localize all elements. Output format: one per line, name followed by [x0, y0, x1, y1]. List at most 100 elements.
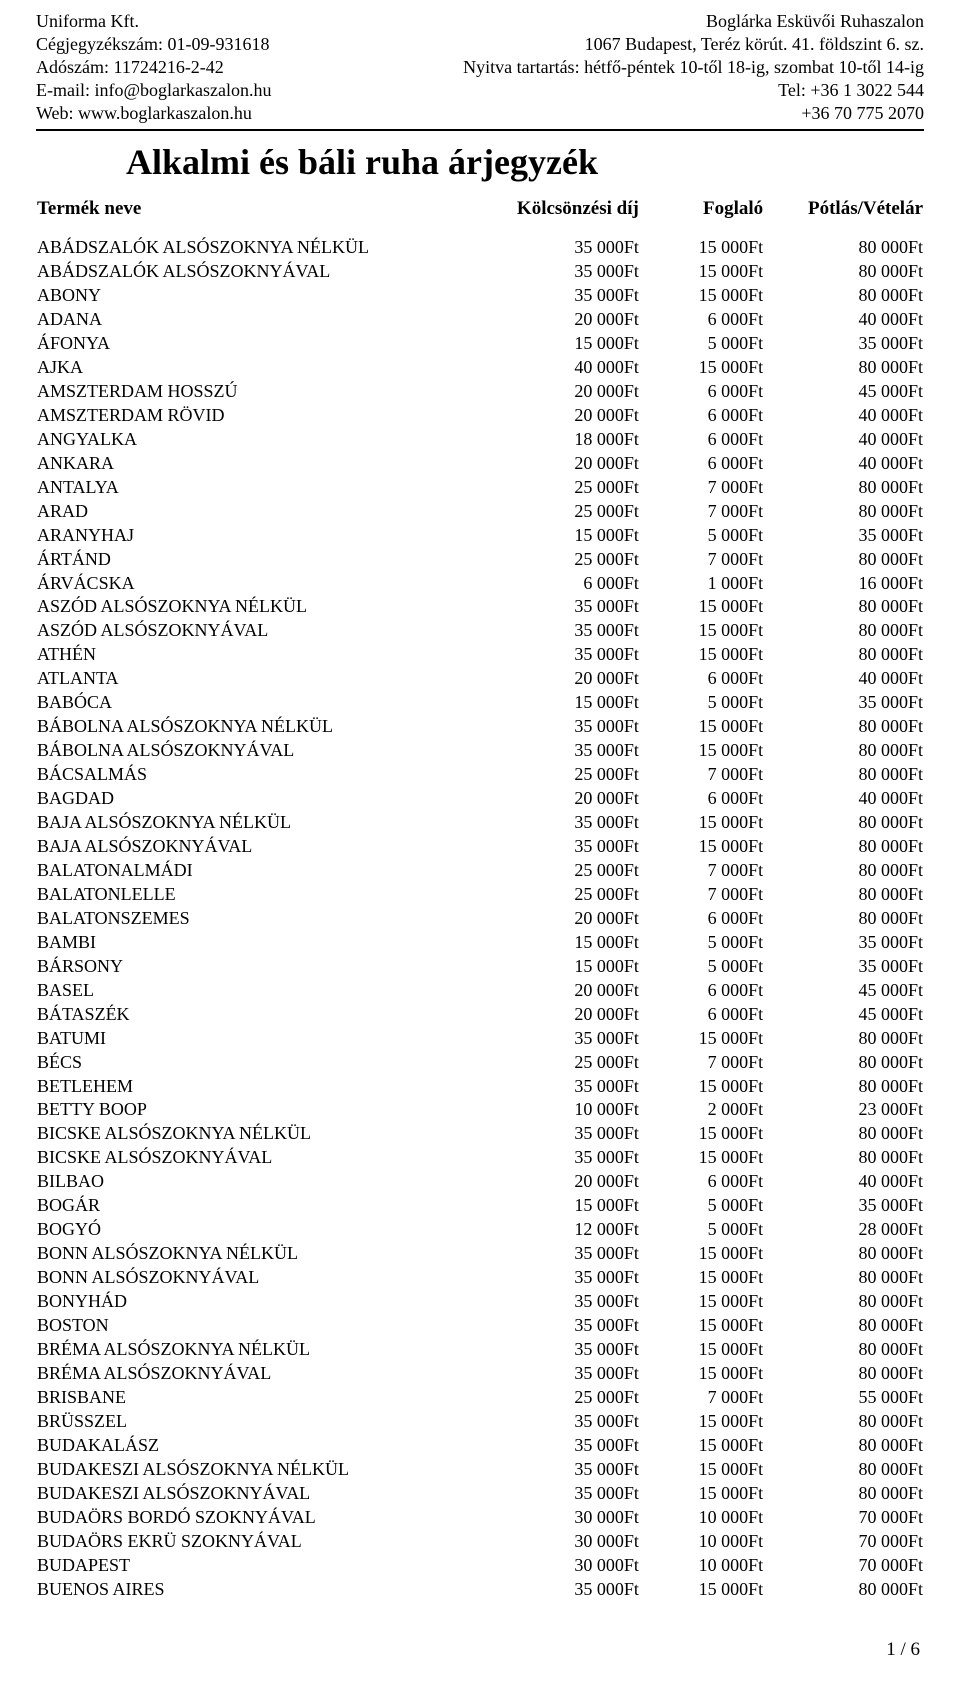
cell-name: ÁRTÁND	[36, 548, 498, 572]
cell-rent: 15 000Ft	[498, 691, 640, 715]
table-row: BRÉMA ALSÓSZOKNYÁVAL35 000Ft15 000Ft80 0…	[36, 1362, 924, 1386]
cell-deposit: 15 000Ft	[640, 1075, 764, 1099]
cell-deposit: 15 000Ft	[640, 739, 764, 763]
cell-deposit: 15 000Ft	[640, 1410, 764, 1434]
cell-price: 35 000Ft	[764, 332, 924, 356]
table-row: ANGYALKA18 000Ft6 000Ft40 000Ft	[36, 428, 924, 452]
table-row: BUDAKALÁSZ35 000Ft15 000Ft80 000Ft	[36, 1434, 924, 1458]
table-row: BÁRSONY15 000Ft5 000Ft35 000Ft	[36, 955, 924, 979]
cell-deposit: 7 000Ft	[640, 476, 764, 500]
cell-rent: 20 000Ft	[498, 979, 640, 1003]
col-name: Termék neve	[36, 197, 498, 236]
table-row: BÁTASZÉK20 000Ft6 000Ft45 000Ft	[36, 1003, 924, 1027]
cell-rent: 20 000Ft	[498, 667, 640, 691]
cell-name: ADANA	[36, 308, 498, 332]
cell-rent: 35 000Ft	[498, 1122, 640, 1146]
cell-name: BUDAPEST	[36, 1554, 498, 1578]
cell-deposit: 5 000Ft	[640, 332, 764, 356]
cell-name: BÁTASZÉK	[36, 1003, 498, 1027]
cell-deposit: 6 000Ft	[640, 667, 764, 691]
cell-deposit: 5 000Ft	[640, 524, 764, 548]
cell-name: BONYHÁD	[36, 1290, 498, 1314]
cell-price: 80 000Ft	[764, 236, 924, 260]
table-row: BONN ALSÓSZOKNYA NÉLKÜL35 000Ft15 000Ft8…	[36, 1242, 924, 1266]
cell-price: 80 000Ft	[764, 1314, 924, 1338]
cell-deposit: 15 000Ft	[640, 1338, 764, 1362]
cell-price: 80 000Ft	[764, 1075, 924, 1099]
cell-name: AMSZTERDAM HOSSZÚ	[36, 380, 498, 404]
cell-rent: 35 000Ft	[498, 1266, 640, 1290]
cell-deposit: 15 000Ft	[640, 1266, 764, 1290]
cell-name: BILBAO	[36, 1170, 498, 1194]
cell-deposit: 15 000Ft	[640, 1458, 764, 1482]
cell-rent: 20 000Ft	[498, 308, 640, 332]
cell-rent: 35 000Ft	[498, 1578, 640, 1602]
table-row: BICSKE ALSÓSZOKNYÁVAL35 000Ft15 000Ft80 …	[36, 1146, 924, 1170]
cell-deposit: 15 000Ft	[640, 1434, 764, 1458]
cell-rent: 35 000Ft	[498, 811, 640, 835]
cell-deposit: 15 000Ft	[640, 1482, 764, 1506]
cell-rent: 35 000Ft	[498, 1482, 640, 1506]
cell-rent: 25 000Ft	[498, 500, 640, 524]
cell-price: 80 000Ft	[764, 1578, 924, 1602]
cell-price: 80 000Ft	[764, 1290, 924, 1314]
cell-rent: 30 000Ft	[498, 1506, 640, 1530]
cell-name: ANTALYA	[36, 476, 498, 500]
cell-rent: 35 000Ft	[498, 260, 640, 284]
cell-name: BÉCS	[36, 1051, 498, 1075]
cell-rent: 25 000Ft	[498, 476, 640, 500]
cell-rent: 30 000Ft	[498, 1554, 640, 1578]
cell-price: 70 000Ft	[764, 1554, 924, 1578]
cell-deposit: 15 000Ft	[640, 715, 764, 739]
table-row: BÁCSALMÁS25 000Ft7 000Ft80 000Ft	[36, 763, 924, 787]
cell-price: 80 000Ft	[764, 595, 924, 619]
cell-price: 35 000Ft	[764, 955, 924, 979]
header-right: Boglárka Esküvői Ruhaszalon 1067 Budapes…	[463, 10, 924, 125]
cell-name: BALATONLELLE	[36, 883, 498, 907]
cell-name: BONN ALSÓSZOKNYA NÉLKÜL	[36, 1242, 498, 1266]
cell-rent: 25 000Ft	[498, 883, 640, 907]
cell-name: BAGDAD	[36, 787, 498, 811]
cell-rent: 35 000Ft	[498, 1075, 640, 1099]
table-row: BONYHÁD35 000Ft15 000Ft80 000Ft	[36, 1290, 924, 1314]
cell-name: BUENOS AIRES	[36, 1578, 498, 1602]
table-row: BUDAÖRS BORDÓ SZOKNYÁVAL30 000Ft10 000Ft…	[36, 1506, 924, 1530]
cell-deposit: 7 000Ft	[640, 1386, 764, 1410]
table-row: ANTALYA25 000Ft7 000Ft80 000Ft	[36, 476, 924, 500]
table-row: BETLEHEM35 000Ft15 000Ft80 000Ft	[36, 1075, 924, 1099]
cell-rent: 15 000Ft	[498, 1194, 640, 1218]
table-row: BALATONLELLE25 000Ft7 000Ft80 000Ft	[36, 883, 924, 907]
cell-price: 80 000Ft	[764, 1458, 924, 1482]
cell-name: BÁBOLNA ALSÓSZOKNYÁVAL	[36, 739, 498, 763]
cell-deposit: 6 000Ft	[640, 907, 764, 931]
cell-rent: 25 000Ft	[498, 763, 640, 787]
cell-price: 80 000Ft	[764, 356, 924, 380]
cell-price: 80 000Ft	[764, 859, 924, 883]
cell-price: 80 000Ft	[764, 1051, 924, 1075]
document-header: Uniforma Kft. Cégjegyzékszám: 01-09-9316…	[36, 10, 924, 131]
cell-deposit: 7 000Ft	[640, 859, 764, 883]
cell-name: BUDAÖRS BORDÓ SZOKNYÁVAL	[36, 1506, 498, 1530]
cell-price: 80 000Ft	[764, 619, 924, 643]
cell-price: 45 000Ft	[764, 380, 924, 404]
table-row: ABONY35 000Ft15 000Ft80 000Ft	[36, 284, 924, 308]
table-row: AJKA40 000Ft15 000Ft80 000Ft	[36, 356, 924, 380]
cell-deposit: 15 000Ft	[640, 1290, 764, 1314]
cell-price: 23 000Ft	[764, 1098, 924, 1122]
cell-name: BAJA ALSÓSZOKNYA NÉLKÜL	[36, 811, 498, 835]
salon-tel1: Tel: +36 1 3022 544	[463, 79, 924, 102]
table-row: BALATONSZEMES20 000Ft6 000Ft80 000Ft	[36, 907, 924, 931]
table-row: BETTY BOOP10 000Ft2 000Ft23 000Ft	[36, 1098, 924, 1122]
cell-rent: 20 000Ft	[498, 907, 640, 931]
cell-name: BICSKE ALSÓSZOKNYA NÉLKÜL	[36, 1122, 498, 1146]
company-email: E-mail: info@boglarkaszalon.hu	[36, 79, 272, 102]
salon-address: 1067 Budapest, Teréz körút. 41. földszin…	[463, 33, 924, 56]
cell-name: BÁRSONY	[36, 955, 498, 979]
cell-name: BRÉMA ALSÓSZOKNYÁVAL	[36, 1362, 498, 1386]
cell-deposit: 6 000Ft	[640, 979, 764, 1003]
cell-deposit: 15 000Ft	[640, 284, 764, 308]
cell-deposit: 5 000Ft	[640, 931, 764, 955]
cell-name: BOSTON	[36, 1314, 498, 1338]
cell-name: ÁFONYA	[36, 332, 498, 356]
table-row: BASEL20 000Ft6 000Ft45 000Ft	[36, 979, 924, 1003]
